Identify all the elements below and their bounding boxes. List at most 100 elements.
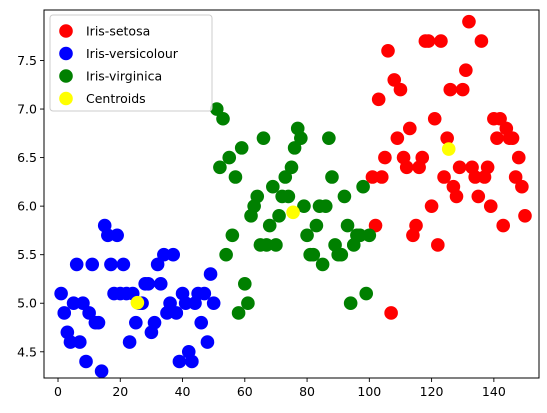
data-point xyxy=(480,160,495,175)
data-point xyxy=(449,189,464,204)
data-point xyxy=(234,141,249,155)
series-iris-virginica xyxy=(209,102,377,320)
data-point xyxy=(318,199,333,213)
data-point xyxy=(166,247,180,262)
data-point xyxy=(222,150,237,165)
data-point xyxy=(150,257,165,272)
data-point xyxy=(508,170,523,184)
x-tick-label: 40 xyxy=(175,384,191,399)
data-point xyxy=(256,131,271,145)
data-point xyxy=(286,205,300,220)
data-point xyxy=(471,189,486,204)
data-point xyxy=(496,218,511,233)
legend: Iris-setosa Iris-versicolour Iris-virginic… xyxy=(49,14,213,112)
y-tick-label: 6.0 xyxy=(17,199,37,214)
data-point xyxy=(427,111,442,126)
data-point xyxy=(278,170,293,184)
data-point xyxy=(381,43,395,58)
data-point xyxy=(315,257,330,272)
data-point xyxy=(353,228,367,243)
x-tick-label: 80 xyxy=(299,384,315,399)
data-point xyxy=(250,189,265,204)
data-point xyxy=(69,257,84,272)
data-point xyxy=(490,131,504,145)
data-point xyxy=(403,121,417,136)
data-point xyxy=(101,228,115,243)
legend-marker xyxy=(59,24,73,38)
data-point xyxy=(91,315,106,330)
data-point xyxy=(259,238,274,252)
data-point xyxy=(241,296,255,311)
legend-items: Iris-setosa Iris-versicolour Iris-virginic… xyxy=(59,24,179,106)
data-point xyxy=(309,218,324,233)
data-point xyxy=(130,295,145,310)
data-point xyxy=(378,150,392,165)
data-point xyxy=(343,296,358,311)
data-point xyxy=(493,111,507,126)
data-point xyxy=(337,189,352,204)
data-point xyxy=(269,238,283,252)
data-point xyxy=(272,209,286,223)
data-point xyxy=(57,306,72,320)
data-point xyxy=(374,170,389,184)
data-point xyxy=(325,170,339,184)
data-point xyxy=(281,189,296,204)
y-tick-label: 7.0 xyxy=(17,102,37,117)
plot-frame xyxy=(43,9,540,379)
data-point xyxy=(110,228,124,243)
data-point xyxy=(209,102,224,116)
series-centroids xyxy=(130,142,456,310)
data-point xyxy=(505,131,520,145)
data-point xyxy=(440,131,454,145)
data-point xyxy=(371,92,386,107)
y-axis-ticks: 4.5 5.0 5.5 6.0 6.5 7.0 7.5 xyxy=(17,53,44,359)
y-tick-label: 5.0 xyxy=(17,296,37,311)
data-point xyxy=(122,335,137,349)
data-point xyxy=(409,218,423,233)
data-point xyxy=(334,247,349,262)
data-point xyxy=(511,150,526,165)
data-point xyxy=(185,354,199,369)
data-point xyxy=(424,199,439,213)
x-tick-label: 100 xyxy=(357,384,381,399)
data-point xyxy=(437,170,451,184)
data-point xyxy=(340,218,355,233)
data-point xyxy=(362,228,377,243)
legend-label: Iris-virginica xyxy=(86,69,162,84)
data-point xyxy=(147,315,162,330)
data-point xyxy=(163,296,177,311)
data-point xyxy=(169,306,184,320)
data-point xyxy=(79,354,93,369)
data-point xyxy=(66,296,81,311)
data-point xyxy=(306,247,321,262)
legend-marker xyxy=(59,91,73,106)
legend-label: Iris-versicolour xyxy=(86,46,179,61)
data-point xyxy=(483,199,498,213)
data-point xyxy=(76,296,90,311)
x-tick-label: 0 xyxy=(54,384,62,399)
data-point xyxy=(468,170,482,184)
data-point xyxy=(54,286,68,301)
data-point xyxy=(238,277,252,291)
x-axis-ticks: 0 20 40 60 80 100 120 140 xyxy=(54,378,506,399)
data-point xyxy=(455,82,470,97)
data-point xyxy=(452,160,467,175)
data-point xyxy=(116,257,131,272)
legend-label: Centroids xyxy=(86,91,146,106)
data-point xyxy=(300,228,314,243)
data-point xyxy=(294,131,308,145)
x-tick-label: 60 xyxy=(237,384,253,399)
data-point xyxy=(359,286,374,301)
data-point xyxy=(104,257,118,272)
data-point xyxy=(194,315,209,330)
series-iris-versicolour xyxy=(54,218,221,379)
data-point xyxy=(197,286,212,301)
data-points xyxy=(54,14,532,379)
data-point xyxy=(287,141,302,155)
data-point xyxy=(441,142,456,156)
y-tick-label: 4.5 xyxy=(17,344,37,359)
data-point xyxy=(129,315,143,330)
series-iris-setosa xyxy=(365,14,532,320)
data-point xyxy=(94,364,109,379)
